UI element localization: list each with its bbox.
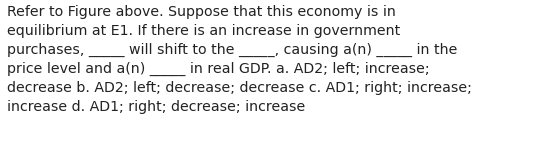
Text: Refer to Figure above. Suppose that this economy is in
equilibrium at E1. If the: Refer to Figure above. Suppose that this… [7,5,472,114]
